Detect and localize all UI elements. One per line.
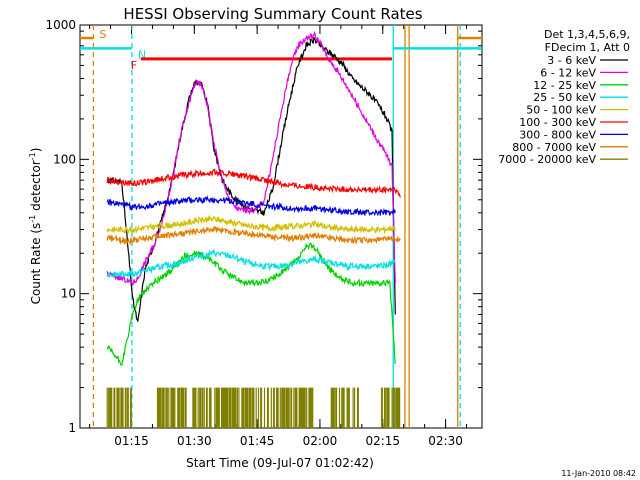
x-tick-label: 02:00 [303, 434, 338, 448]
high-energy-background-bars [330, 387, 359, 428]
x-tick-label: 01:15 [114, 434, 149, 448]
y-tick-label: 10 [61, 287, 76, 301]
x-tick-label: 01:45 [240, 434, 275, 448]
x-tick-label: 02:15 [365, 434, 400, 448]
legend-label: 3 - 6 keV [547, 54, 596, 67]
high-energy-background-bars [380, 387, 401, 428]
y-tick-label: 1 [68, 421, 76, 435]
plot-frame [79, 24, 483, 429]
legend-label: 25 - 50 keV [533, 91, 596, 104]
series-line [106, 30, 396, 287]
y-tick-label: 100 [53, 152, 76, 166]
legend-label: 800 - 7000 keV [512, 141, 596, 154]
series-line [106, 242, 396, 366]
y-axis-label-mid: detector [29, 160, 43, 215]
x-tick-label: 02:30 [428, 434, 463, 448]
high-energy-background-bars [106, 387, 132, 428]
flag-marker-f: F [131, 59, 137, 72]
series-line [106, 194, 396, 217]
legend-label: 7000 - 20000 keV [498, 153, 596, 166]
legend-label: 12 - 25 keV [533, 79, 596, 92]
y-axis-label-main: Count Rate (s [29, 223, 43, 305]
flag-marker-n: N [138, 48, 146, 61]
flag-marker-s: S [99, 28, 106, 41]
legend-label: 6 - 12 keV [540, 66, 596, 79]
chart-title: HESSI Observing Summary Count Rates [123, 5, 422, 23]
legend-label: 100 - 300 keV [519, 116, 596, 129]
y-tick-label: 1000 [45, 18, 76, 32]
plot-area: 1 10 100 1000 01:15 01:30 01:45 02:00 02:15 02:30… [45, 18, 483, 448]
y-axis-label: Count Rate (s-1 detector-1) [28, 148, 43, 305]
series-line [106, 214, 396, 235]
x-axis-label: Start Time (09-Jul-07 01:02:42) [186, 456, 374, 470]
series-line [106, 248, 396, 280]
x-tick-label: 01:30 [177, 434, 212, 448]
legend-label: 50 - 100 keV [526, 104, 596, 117]
series-line [106, 225, 401, 246]
y-axis-label-end: ) [29, 148, 43, 153]
y-axis-label-sup: -1 [28, 215, 37, 223]
y-axis-label-sup-2: -1 [28, 152, 37, 160]
legend-header-line-1: Det 1,3,4,5,6,9, [544, 28, 630, 41]
generation-timestamp: 11-Jan-2010 08:42 [561, 469, 636, 478]
series-line [106, 168, 401, 198]
high-energy-background-bars [156, 387, 314, 428]
legend-header-line-2: FDecim 1, Att 0 [545, 41, 630, 54]
legend-label: 300 - 800 keV [519, 128, 596, 141]
